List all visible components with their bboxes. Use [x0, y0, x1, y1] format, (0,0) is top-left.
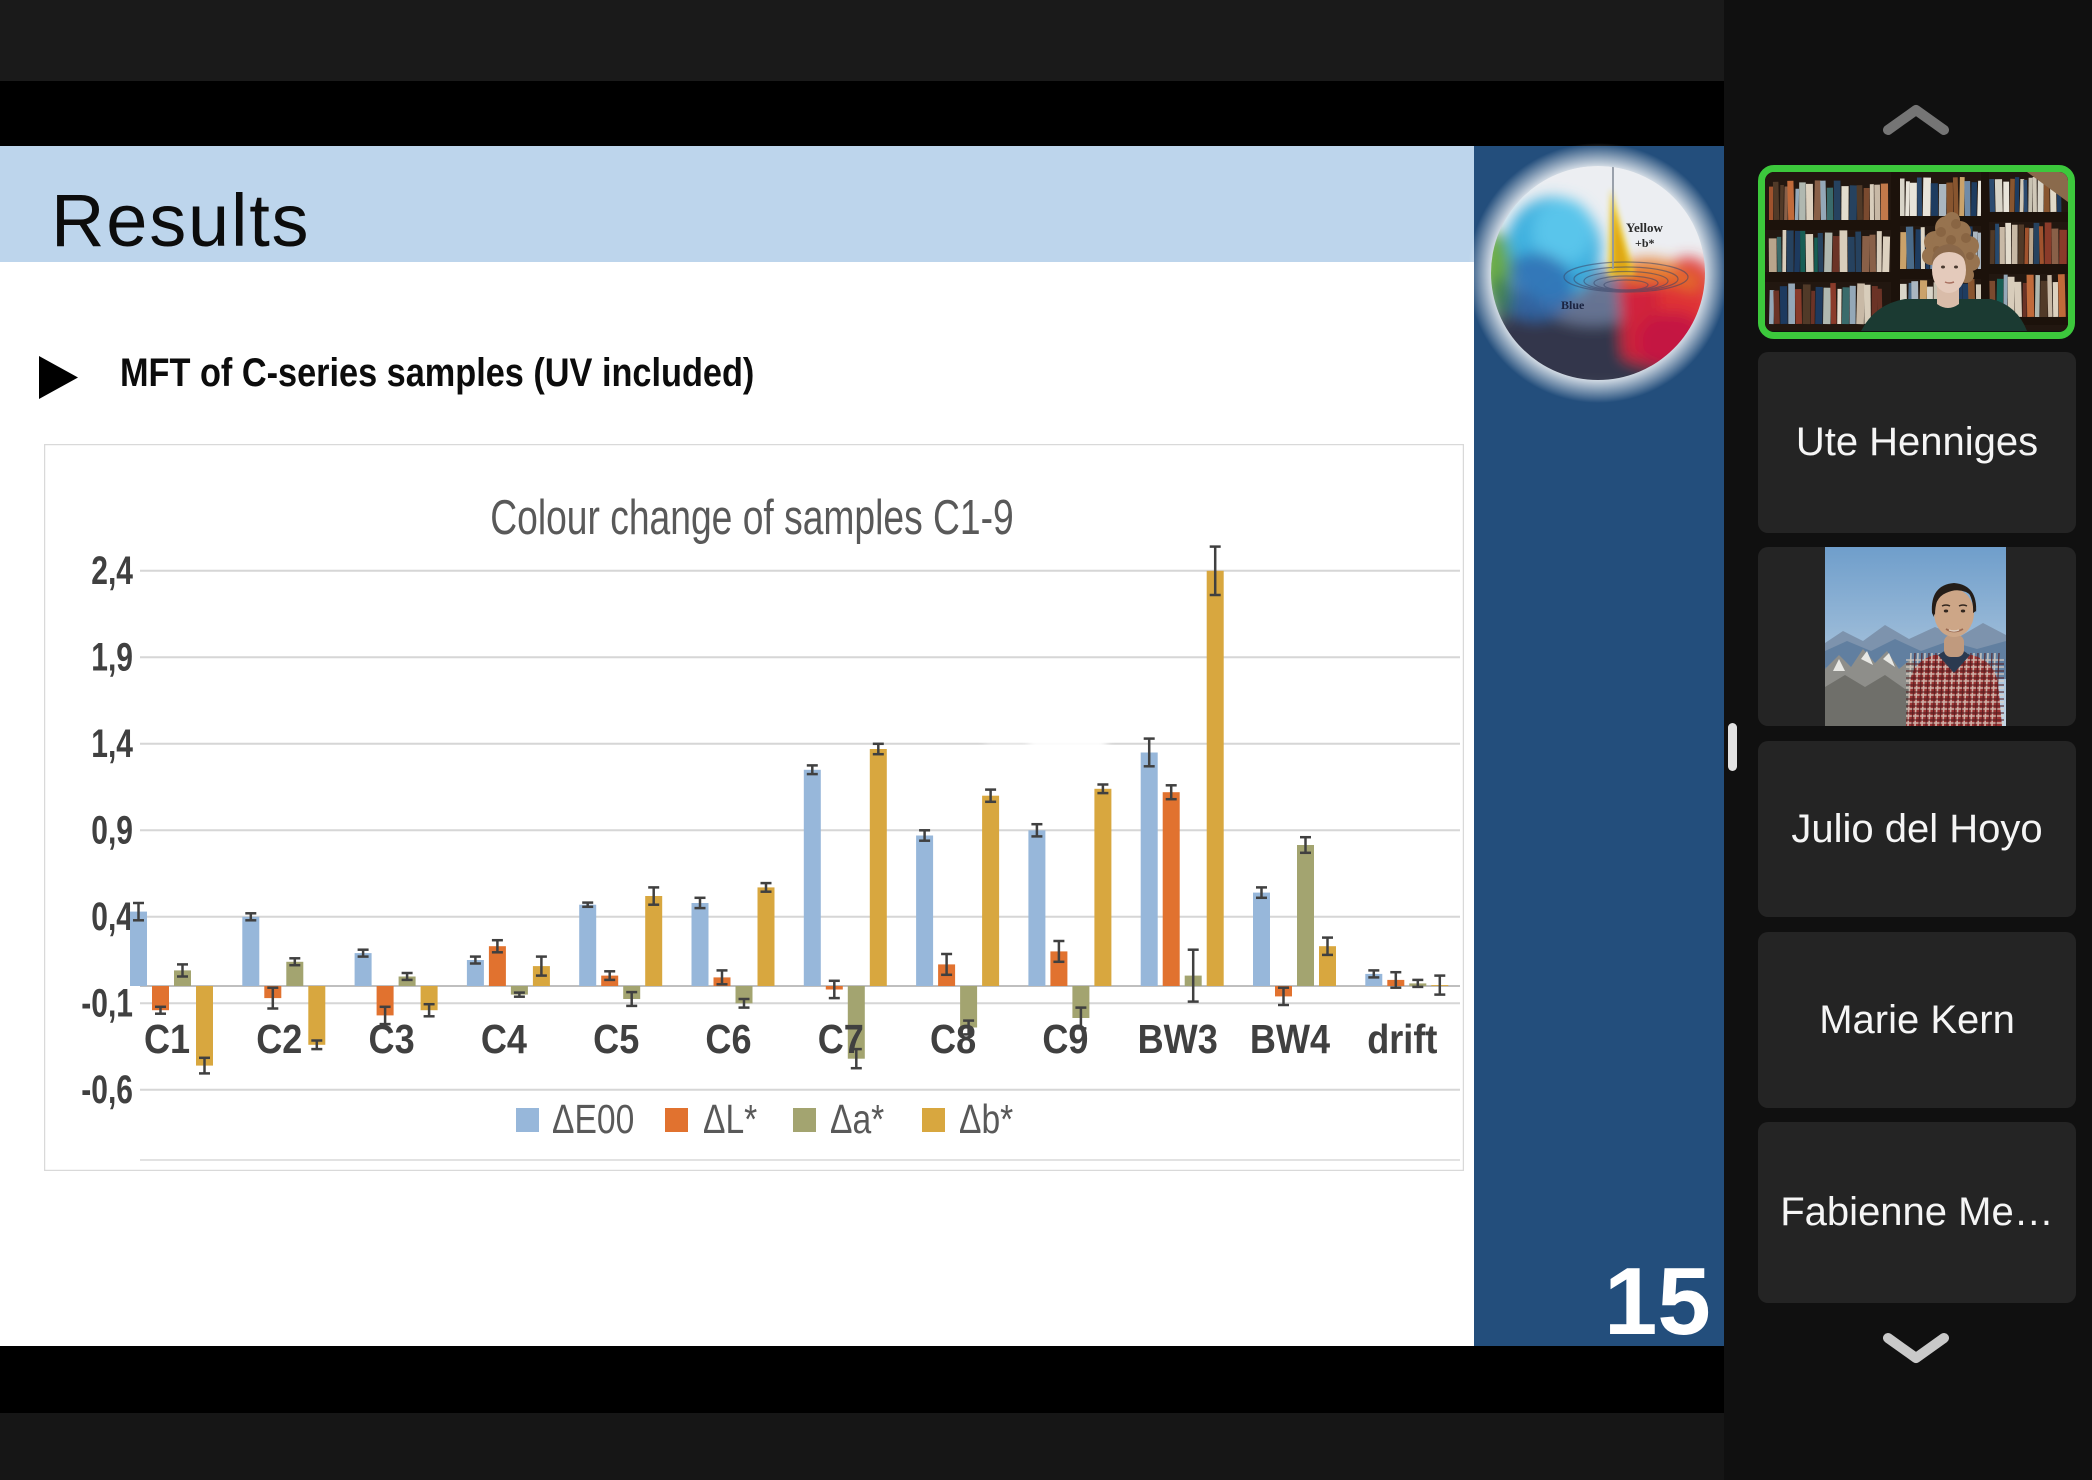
svg-text:BW3: BW3	[1138, 1017, 1218, 1063]
svg-text:-0,1: -0,1	[81, 981, 133, 1025]
svg-text:+b*: +b*	[1635, 236, 1655, 250]
svg-text:C4: C4	[481, 1017, 528, 1063]
svg-text:0,9: 0,9	[91, 808, 133, 852]
svg-text:Δa*: Δa*	[830, 1096, 884, 1142]
svg-text:C6: C6	[705, 1017, 751, 1063]
svg-text:Blue: Blue	[1561, 298, 1585, 312]
svg-text:Colour change of samples C1-9: Colour change of samples C1-9	[490, 491, 1013, 545]
svg-text:C2: C2	[256, 1017, 302, 1063]
svg-text:C3: C3	[369, 1017, 415, 1063]
svg-text:ΔE00: ΔE00	[552, 1096, 634, 1142]
svg-text:C5: C5	[593, 1017, 639, 1063]
svg-text:C8: C8	[930, 1017, 976, 1063]
svg-text:2,4: 2,4	[91, 549, 133, 593]
svg-text:1,4: 1,4	[91, 722, 133, 766]
svg-text:C7: C7	[818, 1017, 864, 1063]
svg-text:BW4: BW4	[1250, 1017, 1331, 1063]
svg-text:C9: C9	[1042, 1017, 1088, 1063]
svg-text:ΔL*: ΔL*	[703, 1096, 757, 1142]
svg-text:Yellow: Yellow	[1626, 220, 1663, 235]
svg-text:C1: C1	[144, 1017, 190, 1063]
svg-text:drift: drift	[1367, 1017, 1437, 1063]
svg-text:-0,6: -0,6	[81, 1068, 133, 1112]
svg-text:0,4: 0,4	[91, 895, 133, 939]
svg-text:Δb*: Δb*	[959, 1096, 1013, 1142]
svg-text:1,9: 1,9	[91, 635, 133, 679]
